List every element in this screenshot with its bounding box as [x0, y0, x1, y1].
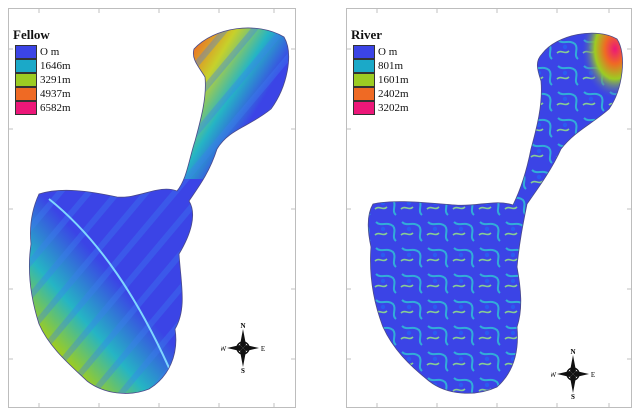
compass-rose-icon: N S W E: [221, 323, 265, 373]
legend-swatch: [15, 45, 37, 59]
compass-s: S: [241, 367, 245, 373]
compass-n: N: [240, 323, 245, 330]
compass-e: E: [261, 345, 265, 353]
map-title: River: [351, 27, 383, 42]
legend-item: 2402m: [353, 87, 409, 101]
legend-swatch: [353, 101, 375, 115]
legend-label: 801m: [378, 60, 404, 72]
legend-item: O m: [15, 45, 71, 59]
legend-item: 801m: [353, 59, 409, 73]
map-panel-river: River O m 801m 1601m 2402m 3202m N S W: [346, 8, 632, 408]
compass-w: W: [551, 371, 557, 379]
legend-label: 4937m: [40, 88, 71, 100]
legend-item: 4937m: [15, 87, 71, 101]
legend-label: 2402m: [378, 88, 409, 100]
legend-label: O m: [378, 46, 398, 58]
legend-item: 1601m: [353, 73, 409, 87]
compass-e: E: [591, 371, 595, 379]
legend-swatch: [15, 73, 37, 87]
legend-label: 3202m: [378, 102, 409, 114]
compass-n: N: [570, 349, 575, 356]
map-title: Fellow: [13, 27, 50, 42]
legend-label: 1601m: [378, 74, 409, 86]
fellow-distance-map: [9, 9, 295, 407]
legend-item: 6582m: [15, 101, 71, 115]
legend-label: 3291m: [40, 74, 71, 86]
legend: O m 801m 1601m 2402m 3202m: [353, 45, 409, 115]
legend-item: 3291m: [15, 73, 71, 87]
legend-label: 6582m: [40, 102, 71, 114]
legend-item: 1646m: [15, 59, 71, 73]
legend: O m 1646m 3291m 4937m 6582m: [15, 45, 71, 115]
legend-item: 3202m: [353, 101, 409, 115]
compass-rose-icon: N S W E: [551, 349, 595, 399]
legend-label: O m: [40, 46, 60, 58]
legend-swatch: [15, 101, 37, 115]
compass-w: W: [221, 345, 227, 353]
legend-swatch: [353, 59, 375, 73]
legend-item: O m: [353, 45, 409, 59]
map-panel-fellow: Fellow O m 1646m 3291m 4937m 6582m N S: [8, 8, 296, 408]
legend-swatch: [353, 73, 375, 87]
legend-label: 1646m: [40, 60, 71, 72]
compass-s: S: [571, 393, 575, 399]
legend-swatch: [353, 87, 375, 101]
legend-swatch: [15, 59, 37, 73]
legend-swatch: [15, 87, 37, 101]
river-distance-map: [347, 9, 631, 407]
legend-swatch: [353, 45, 375, 59]
